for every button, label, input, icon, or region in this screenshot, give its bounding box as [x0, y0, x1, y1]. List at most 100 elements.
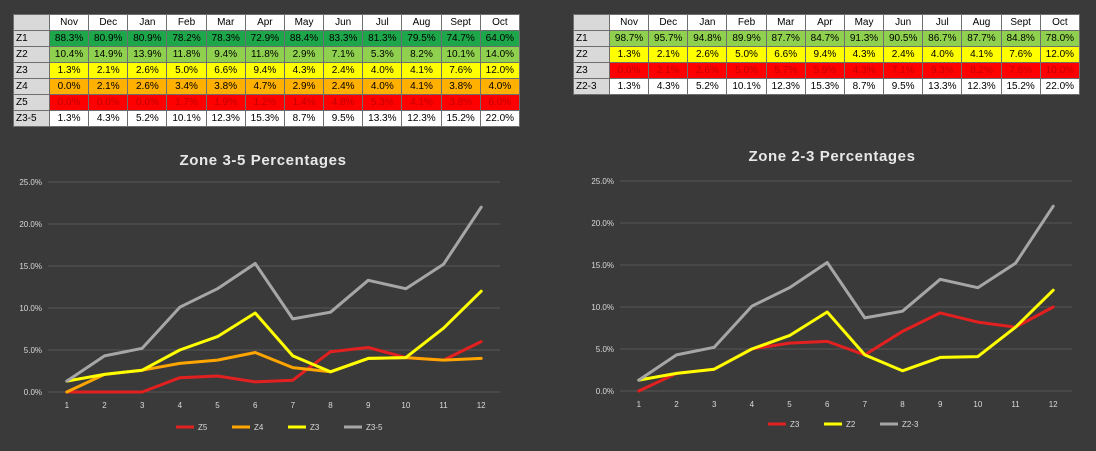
x-tick-label: 8: [900, 400, 905, 409]
table-cell: 15.3%: [804, 78, 845, 95]
legend-label: Z5: [198, 423, 208, 432]
table-cell: 11.8%: [166, 46, 207, 63]
table-cell: 89.9%: [726, 30, 767, 47]
table-cell: 1.9%: [205, 94, 246, 111]
legend-label: Z2: [846, 420, 856, 429]
table-cell: 6.6%: [205, 62, 246, 79]
month-header: Oct: [479, 14, 521, 31]
table-cell: 87.7%: [961, 30, 1002, 47]
legend-label: Z3-5: [366, 423, 383, 432]
month-header: Jul: [362, 14, 403, 31]
table-cell: 4.0%: [362, 78, 403, 95]
row-label: Z2: [573, 46, 610, 63]
table-cell: 5.9%: [804, 62, 845, 79]
row-label: Z4: [13, 78, 50, 95]
table-cell: 74.7%: [440, 30, 481, 47]
table-cell: 4.3%: [648, 78, 689, 95]
x-tick-label: 3: [712, 400, 717, 409]
table-cell: 94.8%: [687, 30, 728, 47]
table-cell: 98.7%: [608, 30, 650, 47]
table-cell: 84.8%: [1000, 30, 1041, 47]
table-cell: 5.3%: [362, 46, 403, 63]
table-cell: 2.1%: [648, 46, 689, 63]
legend-label: Z4: [254, 423, 264, 432]
table-cell: 4.8%: [323, 94, 364, 111]
x-tick-label: 3: [140, 401, 145, 410]
x-tick-label: 7: [863, 400, 868, 409]
row-label: Z3: [13, 62, 50, 79]
y-tick-label: 5.0%: [596, 345, 614, 354]
table-corner-cell: [13, 14, 50, 31]
month-header: Jul: [922, 14, 963, 31]
month-header: Aug: [961, 14, 1002, 31]
month-header: Dec: [648, 14, 689, 31]
legend-label: Z3: [310, 423, 320, 432]
month-header: Aug: [401, 14, 442, 31]
table-row: Z1 88.3% 80.9% 80.9% 78.2% 78.3% 72.9% 88.4% 83.…: [13, 30, 521, 47]
table-cell: 8.7%: [283, 110, 325, 127]
table-cell: 0.0%: [48, 94, 90, 111]
table-cell: 2.6%: [687, 62, 728, 79]
table-cell: 5.0%: [166, 62, 207, 79]
table-cell: 12.3%: [961, 78, 1002, 95]
table-cell: 88.4%: [283, 30, 325, 47]
table-row: Z1 98.7% 95.7% 94.8% 89.9% 87.7% 84.7% 91.3% 90.…: [573, 30, 1081, 47]
table-cell: 78.2%: [166, 30, 207, 47]
table-row: Z2-3 1.3% 4.3% 5.2% 10.1% 12.3% 15.3% 8.7% 9.5% 1…: [573, 78, 1081, 95]
month-header: Oct: [1039, 14, 1081, 31]
table-cell: 10.1%: [166, 110, 207, 127]
table-cell: 0.0%: [127, 94, 168, 111]
table-cell: 12.0%: [1039, 46, 1081, 63]
month-header: Dec: [88, 14, 129, 31]
x-tick-label: 12: [1049, 400, 1058, 409]
month-header: Jan: [127, 14, 168, 31]
table-cell: 3.8%: [440, 94, 481, 111]
legend-label: Z2-3: [902, 420, 919, 429]
y-tick-label: 20.0%: [19, 220, 42, 229]
x-tick-label: 5: [215, 401, 220, 410]
table-cell: 72.9%: [244, 30, 285, 47]
table-cell: 11.8%: [244, 46, 285, 63]
chart-title: Zone 2-3 Percentages: [748, 148, 915, 165]
x-tick-label: 1: [637, 400, 642, 409]
table-cell: 2.4%: [323, 78, 364, 95]
table-cell: 4.3%: [283, 62, 325, 79]
table-cell: 1.2%: [244, 94, 285, 111]
table-cell: 9.5%: [323, 110, 364, 127]
x-tick-label: 7: [291, 401, 296, 410]
chart-zone-3-5: Zone 3-5 Percentages 0.0% 5.0% 10.0% 15.0% 2…: [19, 152, 500, 432]
row-label: Z1: [13, 30, 50, 47]
table-cell: 15.3%: [244, 110, 285, 127]
table-cell: 4.3%: [88, 110, 129, 127]
table-cell: 5.3%: [362, 94, 403, 111]
y-tick-label: 10.0%: [19, 304, 42, 313]
month-header: Apr: [804, 14, 845, 31]
y-tick-label: 10.0%: [591, 303, 614, 312]
table-cell: 2.6%: [127, 62, 168, 79]
table-cell: 3.8%: [205, 78, 246, 95]
table-cell: 5.7%: [765, 62, 806, 79]
table-cell: 12.3%: [205, 110, 246, 127]
table-cell: 5.0%: [726, 46, 767, 63]
table-cell: 5.2%: [127, 110, 168, 127]
zone-table-3-5: Nov Dec Jan Feb Mar Apr May Jun Jul Aug Sept Oct Z1…: [13, 14, 521, 127]
table-cell: 9.4%: [804, 46, 845, 63]
table-cell: 90.5%: [883, 30, 924, 47]
legend-label: Z3: [790, 420, 800, 429]
table-cell: 4.1%: [961, 46, 1002, 63]
month-header: Jun: [883, 14, 924, 31]
table-cell: 22.0%: [1039, 78, 1081, 95]
y-tick-label: 25.0%: [591, 177, 614, 186]
table-cell: 78.3%: [205, 30, 246, 47]
row-label: Z2-3: [573, 78, 610, 95]
table-cell: 2.1%: [648, 62, 689, 79]
table-cell: 0.0%: [48, 78, 90, 95]
table-cell: 7.1%: [883, 62, 924, 79]
table-cell: 84.7%: [804, 30, 845, 47]
month-header: Sept: [440, 14, 481, 31]
table-cell: 78.0%: [1039, 30, 1081, 47]
table-cell: 4.7%: [244, 78, 285, 95]
table-cell: 9.5%: [883, 78, 924, 95]
table-cell: 14.9%: [88, 46, 129, 63]
row-label: Z5: [13, 94, 50, 111]
